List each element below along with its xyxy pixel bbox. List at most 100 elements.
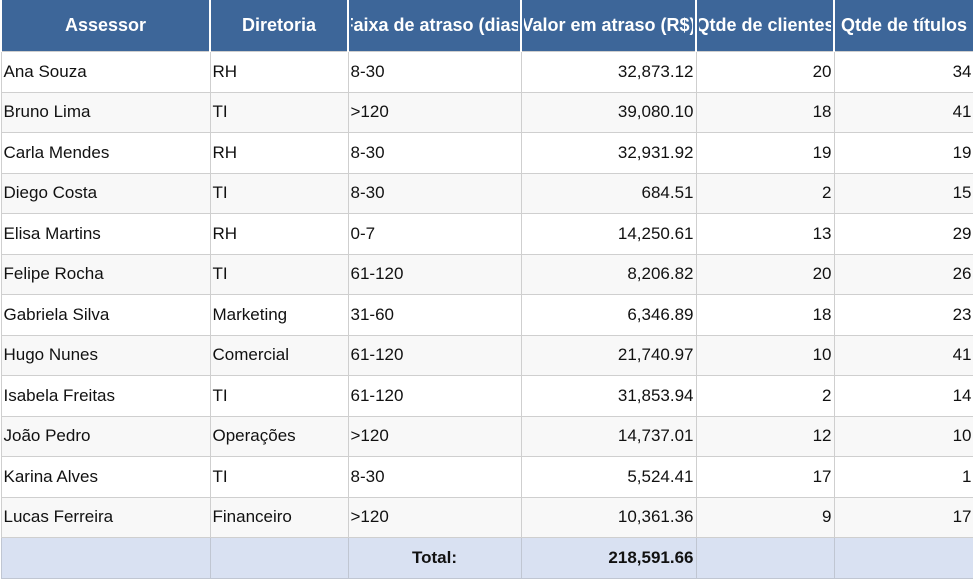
table-cell: 39,080.10 xyxy=(520,91,697,133)
table-cell: 19 xyxy=(833,132,973,174)
table-cell: Diego Costa xyxy=(0,172,211,214)
table-cell: TI xyxy=(209,456,349,498)
total-row: Total: 218,591.66 xyxy=(0,537,973,579)
table-cell xyxy=(0,537,211,579)
table-cell: 17 xyxy=(833,496,973,538)
total-value: 218,591.66 xyxy=(520,537,697,579)
header-text: Diretoria xyxy=(241,15,317,35)
table-cell: 8,206.82 xyxy=(520,253,697,295)
total-label: Total: xyxy=(347,537,522,579)
table-cell: 18 xyxy=(695,294,835,336)
table-cell xyxy=(695,537,835,579)
table-cell: 23 xyxy=(833,294,973,336)
table-cell: 26 xyxy=(833,253,973,295)
column-header: Faixa de atraso (dias) xyxy=(347,0,522,52)
table-body: Ana Souza RH 8-30 32,873.12 20 34 Bruno Lima TI… xyxy=(0,51,973,579)
header-text: Faixa de atraso (dias) xyxy=(351,15,518,35)
table-cell: >120 xyxy=(347,496,522,538)
table-cell: TI xyxy=(209,253,349,295)
table-cell: 13 xyxy=(695,213,835,255)
table-cell: 20 xyxy=(695,253,835,295)
table-cell: 32,873.12 xyxy=(520,51,697,93)
table-cell: 2 xyxy=(695,172,835,214)
table-cell: 41 xyxy=(833,334,973,376)
header-text: Valor em atraso (R$) xyxy=(524,15,693,35)
table-row: Gabriela Silva Marketing 31-60 6,346.89 18 23 xyxy=(0,294,973,336)
table-cell: 8-30 xyxy=(347,456,522,498)
table-row: Hugo Nunes Comercial 61-120 21,740.97 10 41 xyxy=(0,334,973,376)
table-cell: 8-30 xyxy=(347,51,522,93)
table-cell: Karina Alves xyxy=(0,456,211,498)
table-cell: João Pedro xyxy=(0,415,211,457)
table-cell: Marketing xyxy=(209,294,349,336)
table-cell: Felipe Rocha xyxy=(0,253,211,295)
table-row: Lucas Ferreira Financeiro >120 10,361.36 9 17 xyxy=(0,496,973,538)
table-row: Ana Souza RH 8-30 32,873.12 20 34 xyxy=(0,51,973,93)
table-cell: 17 xyxy=(695,456,835,498)
table-cell: 5,524.41 xyxy=(520,456,697,498)
table-cell: 32,931.92 xyxy=(520,132,697,174)
column-header: Assessor xyxy=(0,0,211,52)
table-cell: 10,361.36 xyxy=(520,496,697,538)
table-cell: RH xyxy=(209,132,349,174)
table-cell: Isabela Freitas xyxy=(0,375,211,417)
table-cell: 10 xyxy=(695,334,835,376)
table-cell: 684.51 xyxy=(520,172,697,214)
table-cell: 6,346.89 xyxy=(520,294,697,336)
table-cell: Elisa Martins xyxy=(0,213,211,255)
table-cell: 41 xyxy=(833,91,973,133)
table-cell: Carla Mendes xyxy=(0,132,211,174)
header-text: Assessor xyxy=(64,15,147,35)
header-row: Assessor Diretoria Faixa de atraso (dias) V… xyxy=(0,0,973,52)
header-text: Qtde de clientes xyxy=(699,15,831,35)
table-row: Carla Mendes RH 8-30 32,931.92 19 19 xyxy=(0,132,973,174)
table-cell: Hugo Nunes xyxy=(0,334,211,376)
table-cell: 61-120 xyxy=(347,334,522,376)
table-cell: Comercial xyxy=(209,334,349,376)
table-cell: 8-30 xyxy=(347,172,522,214)
table-cell: 12 xyxy=(695,415,835,457)
table-cell: 31,853.94 xyxy=(520,375,697,417)
table-cell: Gabriela Silva xyxy=(0,294,211,336)
table-cell: 29 xyxy=(833,213,973,255)
column-header: Valor em atraso (R$) xyxy=(520,0,697,52)
table-cell: Lucas Ferreira xyxy=(0,496,211,538)
table-cell: 14 xyxy=(833,375,973,417)
table-row: Felipe Rocha TI 61-120 8,206.82 20 26 xyxy=(0,253,973,295)
table-cell: 18 xyxy=(695,91,835,133)
table-cell: 61-120 xyxy=(347,375,522,417)
table-cell: Financeiro xyxy=(209,496,349,538)
table-cell: 19 xyxy=(695,132,835,174)
table-cell: Bruno Lima xyxy=(0,91,211,133)
column-header: Diretoria xyxy=(209,0,349,52)
table-cell: 10 xyxy=(833,415,973,457)
table-row: Bruno Lima TI >120 39,080.10 18 41 xyxy=(0,91,973,133)
table-cell: 31-60 xyxy=(347,294,522,336)
table-cell: 14,737.01 xyxy=(520,415,697,457)
table-cell xyxy=(209,537,349,579)
table-cell: 20 xyxy=(695,51,835,93)
table-cell: 1 xyxy=(833,456,973,498)
table-cell: TI xyxy=(209,375,349,417)
table-row: João Pedro Operações >120 14,737.01 12 10 xyxy=(0,415,973,457)
table-cell: 34 xyxy=(833,51,973,93)
table-row: Diego Costa TI 8-30 684.51 2 15 xyxy=(0,172,973,214)
table-cell: 2 xyxy=(695,375,835,417)
table-cell: TI xyxy=(209,172,349,214)
table-cell: RH xyxy=(209,213,349,255)
table-cell: RH xyxy=(209,51,349,93)
column-header: Qtde de clientes xyxy=(695,0,835,52)
table-cell: Ana Souza xyxy=(0,51,211,93)
table-cell: Operações xyxy=(209,415,349,457)
header-text: Qtde de títulos xyxy=(841,15,967,35)
table-row: Elisa Martins RH 0-7 14,250.61 13 29 xyxy=(0,213,973,255)
table-cell xyxy=(833,537,973,579)
table-cell: >120 xyxy=(347,91,522,133)
table-cell: 61-120 xyxy=(347,253,522,295)
table-cell: 9 xyxy=(695,496,835,538)
table-cell: 14,250.61 xyxy=(520,213,697,255)
table-cell: 21,740.97 xyxy=(520,334,697,376)
table-row: Isabela Freitas TI 61-120 31,853.94 2 14 xyxy=(0,375,973,417)
